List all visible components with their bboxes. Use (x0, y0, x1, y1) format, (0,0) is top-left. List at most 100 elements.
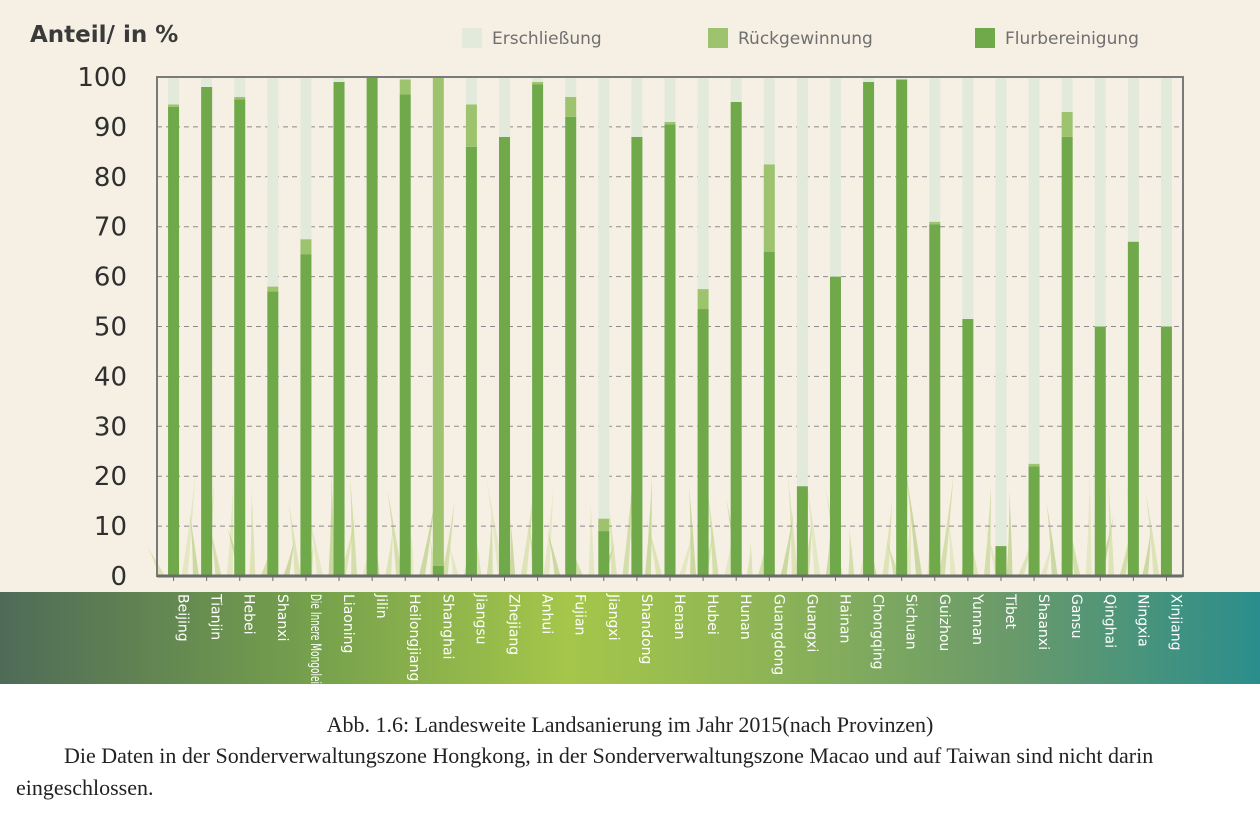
x-tick-label: Hubei (704, 594, 720, 635)
bar-flurbereinigung (565, 116, 577, 577)
bar-erschließung (300, 77, 312, 240)
bar-erschließung (829, 77, 841, 277)
grass-blade (181, 472, 196, 576)
grass-blade (543, 488, 554, 576)
bar-erschließung (234, 77, 246, 97)
grass-blade (547, 531, 561, 576)
x-tick-label: Jiangxi (605, 593, 621, 641)
grass-blade (339, 514, 356, 576)
bar-flurbereinigung (796, 486, 808, 576)
y-tick-label: 10 (94, 512, 127, 542)
bar-flurbereinigung (829, 276, 841, 576)
y-tick-labels: 0 10 20 30 40 50 60 70 80 90 100 (77, 63, 127, 592)
bar-erschließung (796, 77, 808, 487)
legend: Erschließung Rückgewinnung Flurbereinigung (462, 28, 1139, 49)
grass-blade (848, 529, 855, 576)
bar-flurbereinigung (1160, 326, 1172, 576)
bar-erschließung (201, 77, 213, 87)
bar-erschließung (995, 77, 1007, 547)
bar-erschließung (465, 77, 477, 105)
bar-rückgewinnung (763, 164, 775, 252)
x-tick-label: Heilongjiang (406, 594, 422, 681)
bar-erschließung (863, 77, 875, 82)
bar-flurbereinigung (432, 566, 444, 576)
bar-rückgewinnung (598, 518, 610, 532)
x-tick-label: Tianjin (208, 593, 224, 640)
grass-blade (283, 539, 295, 576)
bar-rückgewinnung (664, 121, 676, 125)
bar-rückgewinnung (432, 77, 444, 567)
bar-rückgewinnung (465, 104, 477, 147)
bar-erschließung (168, 77, 180, 105)
y-tick-label: 0 (110, 562, 127, 592)
grass-blade (724, 536, 732, 576)
bar-erschließung (598, 77, 610, 519)
figure-caption: Abb. 1.6: Landesweite Landsanierung im J… (0, 710, 1260, 804)
bar-flurbereinigung (598, 531, 610, 576)
bar-rückgewinnung (697, 289, 709, 310)
bar-rückgewinnung (565, 96, 577, 117)
grass-blade (1085, 472, 1092, 576)
grass-blade (350, 477, 358, 576)
bars (168, 77, 1172, 577)
bar-erschließung (730, 77, 742, 102)
x-tick-label: Die Innere Mongolei (307, 594, 323, 684)
y-tick-label: 80 (94, 163, 127, 193)
bar-flurbereinigung (697, 309, 709, 576)
bar-flurbereinigung (1127, 241, 1139, 577)
bar-erschließung (1127, 77, 1139, 242)
grass-blade (938, 473, 954, 576)
x-tick-label: Liaoning (340, 594, 356, 653)
bar-rückgewinnung (399, 79, 411, 95)
x-tick-label: Yunnan (969, 593, 985, 645)
bar-rückgewinnung (532, 81, 544, 85)
axes (156, 76, 1184, 581)
grass-blade (803, 517, 813, 576)
grass-blade (226, 484, 234, 576)
grass-blade (882, 498, 893, 576)
bar-flurbereinigung (399, 94, 411, 576)
grass-blade (387, 489, 403, 576)
grass-blade (678, 524, 695, 576)
bar-erschließung (763, 77, 775, 165)
y-tick-label: 50 (94, 313, 127, 343)
bar-flurbereinigung (1094, 326, 1106, 576)
x-tick-label: Tibet (1002, 593, 1018, 630)
caption-title: Abb. 1.6: Landesweite Landsanierung im J… (326, 712, 934, 737)
bar-rückgewinnung (267, 286, 279, 292)
grass-blade (249, 490, 256, 576)
y-tick-label: 40 (94, 362, 127, 392)
bar-rückgewinnung (1061, 111, 1073, 137)
x-tick-label: Guangxi (803, 594, 819, 652)
bar-erschließung (333, 77, 345, 82)
grass-blade (948, 516, 956, 576)
grass-blade (646, 518, 663, 576)
bar-erschließung (499, 77, 511, 137)
x-tick-labels: Beijing Tianjin Hebei Shanxi Die Innere Mong… (175, 593, 1184, 684)
x-tick-label: Shanghai (439, 594, 455, 659)
x-tick-label: Hainan (836, 594, 852, 643)
bar-erschließung (399, 77, 411, 80)
x-tick-label: Shaanxi (1035, 594, 1051, 650)
x-tick-label: Fujian (572, 594, 588, 635)
y-axis-label: Anteil/ in % (30, 22, 178, 48)
legend-label: Erschließung (492, 29, 602, 49)
x-tick-label: Jilin (373, 593, 389, 619)
grass-blade (1040, 540, 1053, 576)
x-tick-label: Henan (671, 594, 687, 639)
bar-flurbereinigung (300, 254, 312, 576)
bar-erschließung (565, 77, 577, 97)
x-tick-label: Hunan (737, 594, 753, 640)
x-tick-label: Hebei (241, 594, 257, 635)
grass-blade (905, 467, 923, 576)
grass-blade (385, 526, 393, 576)
grass-blade (448, 544, 459, 576)
bar-flurbereinigung (465, 146, 477, 577)
grass-blade (622, 469, 634, 576)
bar-flurbereinigung (366, 77, 378, 576)
legend-swatch (708, 28, 728, 48)
bar-flurbereinigung (1061, 136, 1073, 576)
grass-blade (288, 502, 301, 576)
y-tick-label: 90 (94, 113, 127, 143)
grass-blade (1017, 534, 1034, 576)
